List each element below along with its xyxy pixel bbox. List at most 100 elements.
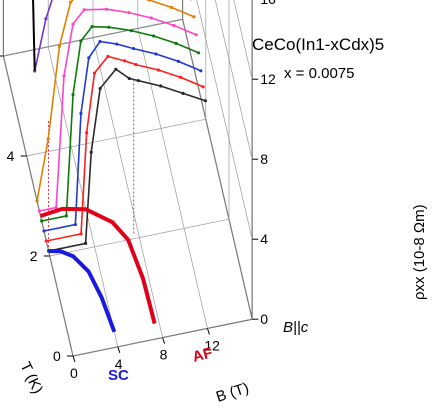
series-point-10 [152, 34, 156, 38]
series-point-12 [201, 85, 205, 89]
series-point-13 [114, 67, 118, 71]
series-point-11 [98, 39, 102, 44]
zero-field-envelope [32, 0, 36, 72]
grid-line-side [182, 19, 253, 320]
series-point-11 [154, 52, 158, 56]
z-axis-label: ρxx (10-8 Ωm) [411, 204, 428, 300]
x-tick-mark [162, 337, 166, 344]
series-point-10 [79, 39, 83, 43]
series-point-10 [129, 29, 133, 33]
series-point-13 [98, 86, 102, 91]
sc-phase-boundary [48, 249, 117, 333]
composition-annotation: x = 0.0075 [284, 65, 354, 82]
x-tick-mark [117, 346, 121, 353]
x-axis-label: B (T) [214, 379, 251, 405]
z-tick-label: 4 [260, 231, 268, 247]
series-point-12 [85, 131, 89, 135]
grid-line-side [214, 0, 253, 160]
phase-diagram [39, 206, 157, 333]
series-point-12 [44, 239, 48, 243]
series-point-8 [46, 137, 50, 141]
series-point-10 [107, 25, 111, 29]
series-point-10 [90, 25, 94, 29]
grid-line-floor [49, 218, 230, 257]
series-point-9 [194, 33, 198, 37]
series-point-8 [169, 5, 174, 9]
series-point-13 [89, 150, 93, 154]
x-tick-mark [206, 328, 210, 335]
grid-line-floor [3, 55, 74, 357]
z-tick-label: 0 [260, 311, 268, 327]
tick-labels: 0481202460481216 [0, 0, 276, 381]
series-point-13 [203, 99, 208, 103]
sc-phase-label: SC [108, 367, 129, 384]
series-point-12 [92, 71, 97, 75]
y-tick-label: 0 [53, 348, 61, 364]
series-point-9 [37, 209, 41, 213]
x-tick-label: 12 [204, 337, 220, 353]
series-point-10 [71, 92, 75, 97]
series-point-9 [104, 7, 109, 11]
series-point-9 [127, 11, 131, 15]
chart-title: CeCo(In1-xCdx)5 [252, 35, 384, 54]
z-tick-label: 8 [260, 151, 268, 167]
z-tick-label: 12 [260, 71, 276, 87]
series-line-11 [43, 40, 202, 232]
series-point-12 [156, 68, 160, 72]
y-axis-label: T (K) [16, 359, 46, 396]
series-group [32, 0, 208, 253]
series-point-11 [73, 222, 77, 227]
x-tick-label: 0 [70, 365, 78, 381]
series-point-12 [79, 232, 83, 236]
series-line-7 [33, 0, 53, 72]
series-point-8 [192, 15, 196, 19]
series-point-9 [54, 205, 58, 210]
y-tick-label: 4 [7, 148, 15, 164]
series-point-11 [79, 111, 83, 116]
y-tick-label: 2 [30, 248, 38, 264]
grid-line-side [233, 0, 253, 80]
series-line-9 [39, 8, 197, 212]
series-point-12 [106, 54, 110, 58]
series-point-8 [147, 0, 151, 2]
series-point-10 [40, 219, 44, 223]
series-point-12 [123, 59, 127, 63]
grid-line-floor [92, 37, 163, 338]
series-point-9 [172, 23, 176, 27]
series-point-13 [127, 76, 131, 81]
series-point-10 [64, 214, 68, 218]
series-point-12 [179, 75, 183, 79]
field-direction-label: B||c [283, 319, 309, 336]
series-point-8 [57, 44, 62, 49]
x-tick-mark [72, 355, 76, 363]
series-point-8 [35, 199, 39, 203]
series-line-12 [46, 55, 204, 242]
x-tick-label: 8 [160, 347, 168, 363]
series-point-12 [134, 63, 138, 67]
series-line-13 [48, 68, 206, 252]
series-point-7 [44, 17, 48, 21]
series-point-13 [181, 91, 185, 95]
series-point-10 [196, 51, 201, 55]
series-point-13 [84, 241, 88, 246]
series-point-11 [199, 69, 203, 73]
grid-line-floor [137, 28, 208, 329]
series-point-11 [132, 47, 136, 51]
series-point-11 [115, 42, 119, 46]
grid-line-floor [26, 118, 206, 157]
series-point-8 [69, 0, 73, 4]
af-phase-label: AF [191, 344, 215, 366]
series-point-11 [42, 229, 46, 233]
series-point-9 [62, 74, 66, 78]
series-point-9 [149, 16, 153, 20]
series-point-9 [71, 22, 75, 26]
series-point-11 [176, 59, 180, 64]
x-tick-label: 4 [115, 356, 123, 372]
grid-line-side [196, 0, 253, 240]
series-point-13 [159, 84, 163, 88]
af-phase-boundary [39, 206, 157, 325]
series-point-9 [82, 8, 86, 12]
series-point-11 [87, 56, 91, 60]
